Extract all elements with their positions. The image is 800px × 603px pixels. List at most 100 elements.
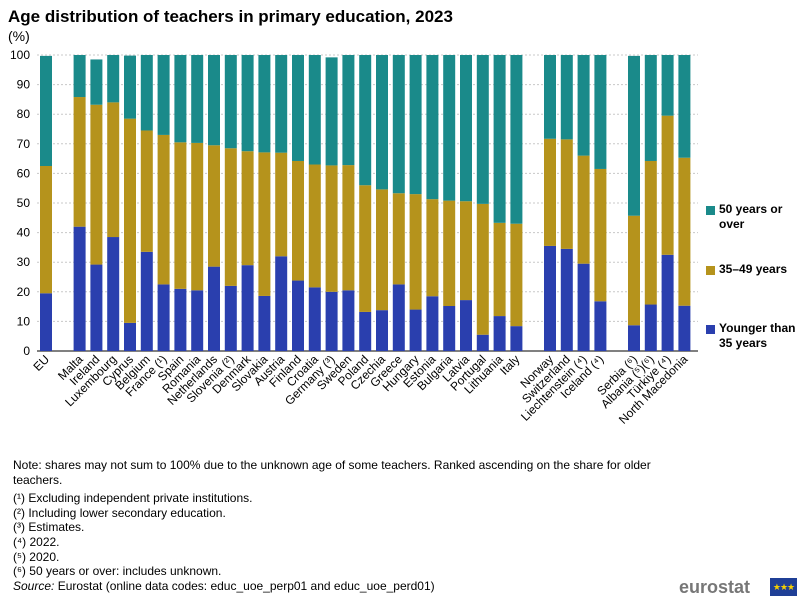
bar-segment-50-plus — [258, 55, 271, 153]
bar-segment-under-35 — [90, 264, 103, 351]
bar-segment-50-plus — [241, 55, 254, 152]
footnotes: Note: shares may not sum to 100% due to … — [13, 458, 673, 593]
bar-segment-under-35 — [241, 265, 254, 351]
bar-segment-under-35 — [224, 285, 237, 351]
bar-segment-35-49 — [560, 139, 573, 249]
footnote-2: (²) Including lower secondary education. — [13, 505, 226, 520]
bar-segment-35-49 — [292, 160, 304, 281]
bar-segment-under-35 — [460, 300, 472, 351]
bar-segment-35-49 — [174, 142, 187, 289]
bar-segment-under-35 — [40, 293, 52, 351]
bar-segment-50-plus — [275, 55, 288, 153]
y-tick-label: 40 — [17, 226, 31, 240]
bar-segment-35-49 — [443, 200, 456, 307]
bar-segment-50-plus — [678, 55, 691, 158]
legend-swatch-50-plus — [706, 206, 715, 215]
bar-segment-50-plus — [359, 55, 372, 186]
bar-segment-50-plus — [325, 57, 338, 166]
bar-segment-35-49 — [258, 152, 271, 296]
bar-segment-50-plus — [174, 55, 187, 143]
y-tick-label: 20 — [17, 285, 31, 299]
source-label: Source: — [13, 578, 55, 593]
bar-segment-35-49 — [678, 157, 691, 306]
bar-segment-50-plus — [292, 55, 304, 161]
bar-segment-under-35 — [258, 295, 271, 351]
y-axis-ticks: 0 10 20 30 40 50 60 70 80 90 100 — [10, 48, 30, 358]
bar-segment-50-plus — [510, 55, 523, 224]
bar-segment-under-35 — [124, 322, 136, 351]
bar-segment-under-35 — [560, 248, 573, 351]
y-tick-label: 0 — [23, 344, 30, 358]
footnote-5: (⁵) 2020. — [13, 549, 60, 564]
y-tick-label: 60 — [17, 166, 31, 180]
bar-segment-50-plus — [308, 55, 321, 165]
y-tick-label: 30 — [17, 255, 31, 269]
bar-segment-50-plus — [577, 55, 590, 156]
x-axis-labels: EU MaltaIrelandLuxembourgCyprusBelgiumFra… — [30, 352, 690, 427]
bar-segment-35-49 — [40, 166, 52, 294]
bar-segment-under-35 — [409, 309, 422, 351]
bar-segment-under-35 — [275, 256, 288, 351]
bar-segment-under-35 — [493, 316, 506, 351]
bar-segment-50-plus — [107, 55, 120, 103]
bar-segment-50-plus — [594, 55, 607, 169]
legend-label-under-35: Younger than 35 years — [719, 321, 796, 350]
logo-text: eurostat — [679, 577, 751, 597]
y-tick-label: 80 — [17, 107, 31, 121]
bar-segment-50-plus — [90, 59, 103, 105]
x-tick-label: Italy — [497, 352, 522, 377]
bar-segment-35-49 — [157, 134, 170, 285]
bar-segment-under-35 — [577, 263, 590, 351]
bar-segment-35-49 — [460, 201, 472, 301]
bar-segment-35-49 — [208, 145, 220, 267]
bar-segment-35-49 — [661, 115, 674, 255]
bar-segment-50-plus — [409, 55, 422, 195]
bar-segment-35-49 — [409, 194, 422, 310]
legend-swatch-35-49 — [706, 266, 715, 275]
eu-flag-icon: ★★★ — [770, 578, 797, 596]
bar-segment-50-plus — [560, 55, 573, 140]
bars — [40, 55, 691, 351]
bar-segment-50-plus — [460, 55, 472, 202]
bar-segment-under-35 — [174, 288, 187, 351]
bar-segment-50-plus — [628, 55, 640, 216]
bar-segment-35-49 — [493, 222, 506, 317]
footnote-4: (⁴) 2022. — [13, 534, 60, 549]
x-tick-label: EU — [30, 352, 52, 374]
bar-segment-50-plus — [224, 55, 237, 149]
bar-segment-50-plus — [157, 55, 170, 135]
bar-segment-50-plus — [208, 55, 220, 146]
bar-segment-50-plus — [342, 55, 355, 166]
bar-segment-50-plus — [443, 55, 456, 201]
y-tick-label: 70 — [17, 137, 31, 151]
bar-segment-50-plus — [191, 55, 204, 143]
bar-segment-35-49 — [342, 165, 355, 291]
bar-segment-35-49 — [90, 104, 103, 265]
bar-segment-under-35 — [342, 290, 355, 351]
bar-segment-under-35 — [661, 254, 674, 351]
y-tick-label: 10 — [17, 314, 31, 328]
footnote-1: (¹) Excluding independent private instit… — [13, 491, 253, 506]
bar-segment-35-49 — [107, 102, 120, 238]
bar-segment-35-49 — [510, 223, 523, 327]
y-tick-label: 100 — [10, 48, 30, 62]
bar-segment-50-plus — [493, 55, 506, 223]
bar-segment-35-49 — [73, 97, 86, 227]
bar-segment-under-35 — [544, 245, 556, 351]
bar-segment-under-35 — [476, 334, 489, 351]
bar-segment-under-35 — [426, 296, 439, 351]
bar-segment-under-35 — [628, 325, 640, 351]
y-tick-label: 50 — [17, 196, 31, 210]
footnote-6: (⁶) 50 years or over: includes unknown. — [13, 564, 222, 579]
legend-swatch-under-35 — [706, 325, 715, 334]
bar-segment-35-49 — [140, 130, 153, 252]
bar-segment-50-plus — [426, 55, 439, 200]
y-tick-label: 90 — [17, 78, 31, 92]
bar-segment-under-35 — [325, 291, 338, 351]
bar-segment-under-35 — [392, 284, 405, 351]
source-line: Source: Eurostat (online data codes: edu… — [13, 579, 673, 594]
bar-segment-35-49 — [544, 138, 556, 246]
bar-segment-under-35 — [73, 226, 86, 351]
bar-segment-under-35 — [191, 290, 204, 351]
bar-segment-35-49 — [275, 152, 288, 257]
